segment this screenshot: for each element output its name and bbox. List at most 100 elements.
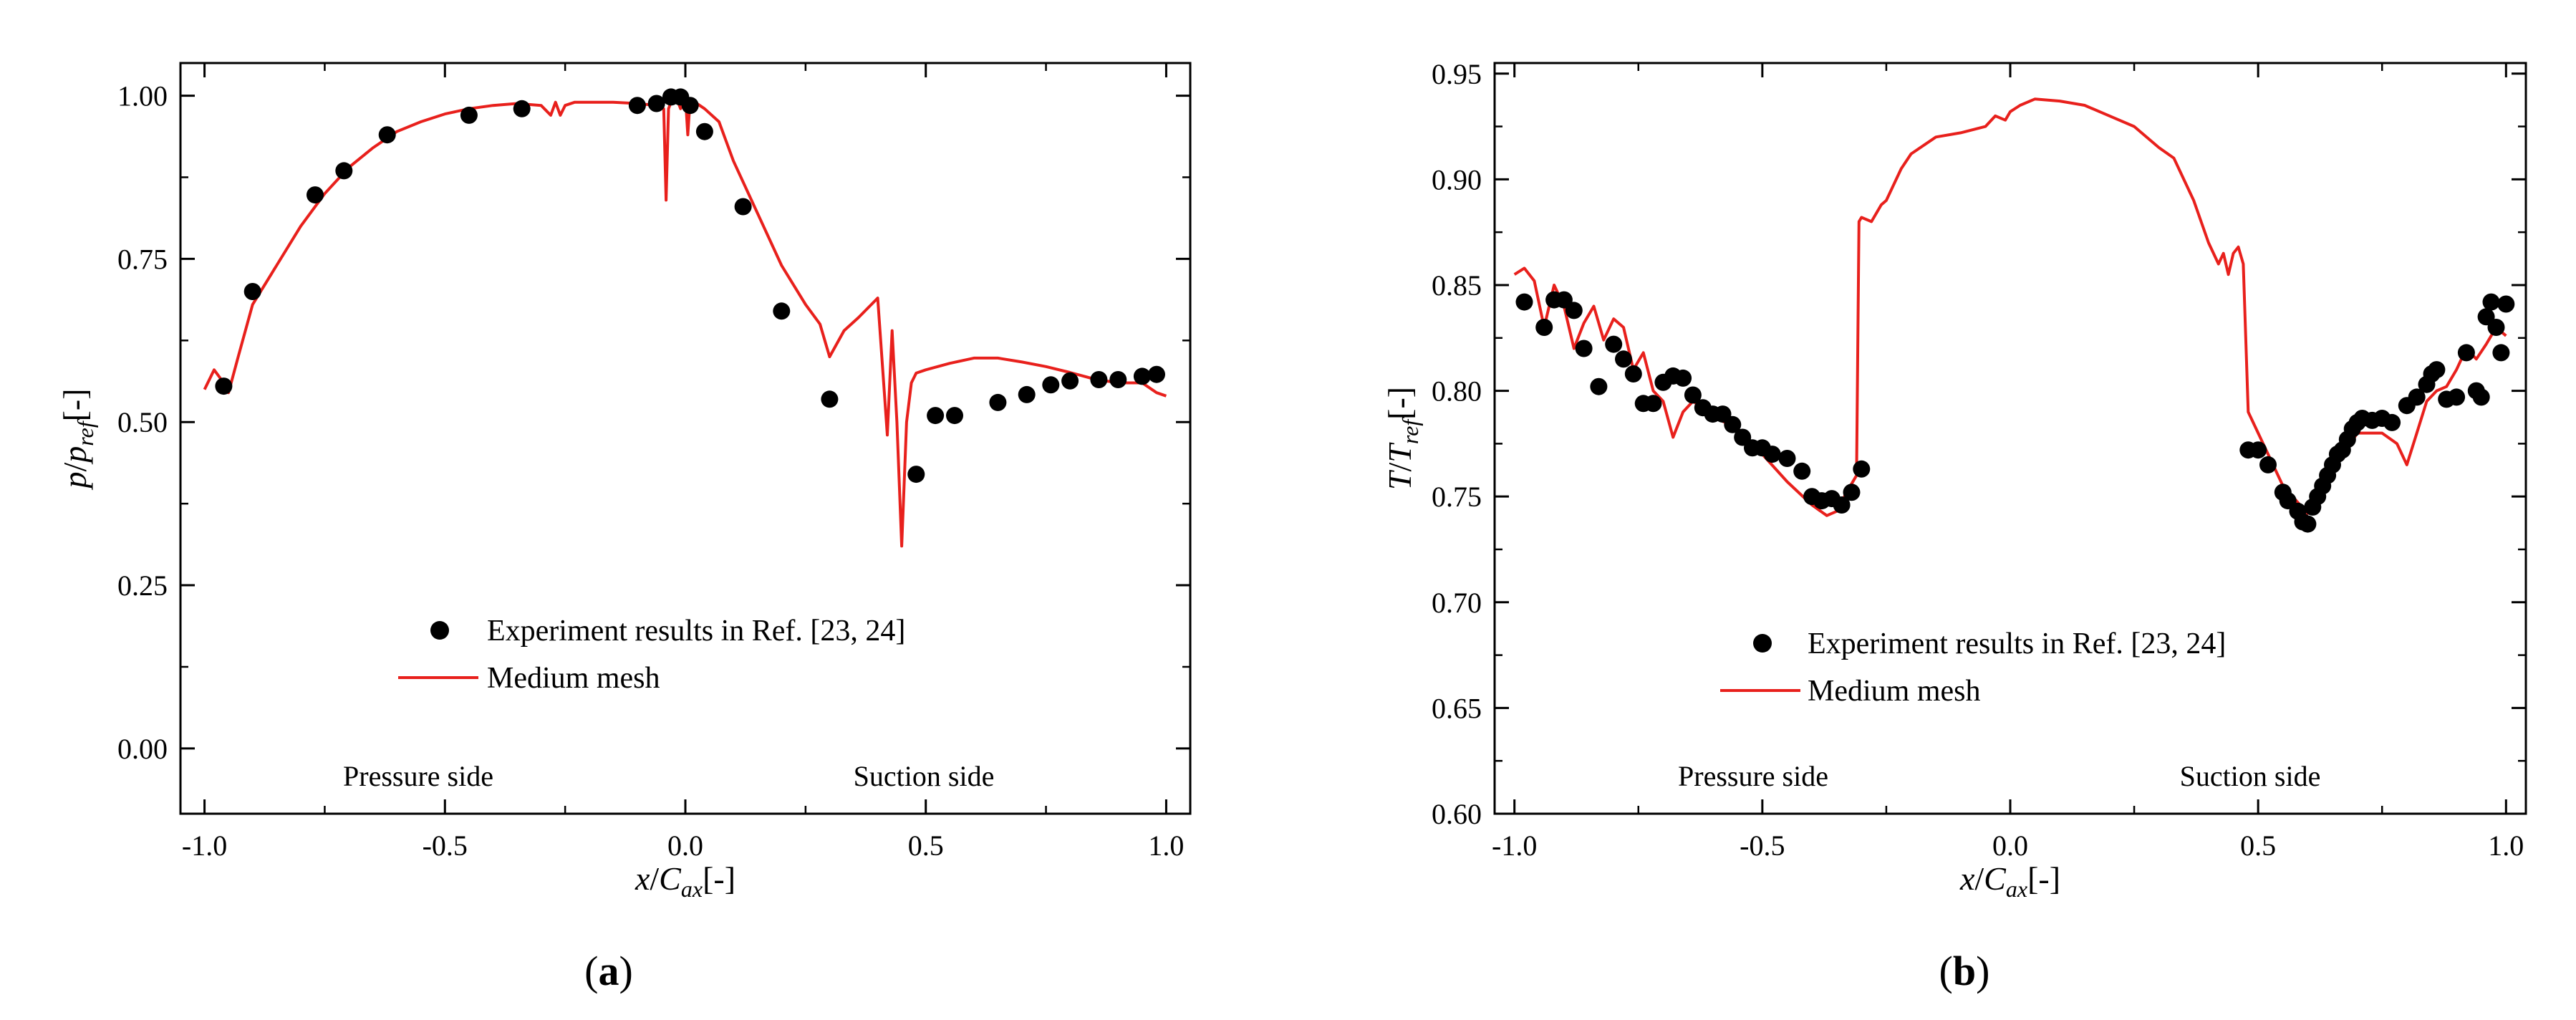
y-tick-label-b: 0.95	[1432, 58, 1482, 90]
experiment-point-b	[1674, 369, 1692, 387]
experiment-point-b	[1615, 350, 1632, 368]
experiment-point-b	[1684, 386, 1702, 404]
experiment-point-a	[927, 407, 945, 425]
experiment-point-b	[1833, 496, 1851, 514]
experiment-point-a	[1133, 367, 1151, 385]
experiment-point-a	[378, 126, 396, 144]
experiment-point-a	[1061, 372, 1079, 390]
experiment-point-a	[1109, 371, 1127, 388]
annotation-suction-side-b: Suction side	[2180, 760, 2321, 792]
x-tick-label-b: 1.0	[2488, 829, 2524, 862]
annotation-pressure-side-a: Pressure side	[343, 760, 493, 792]
experiment-point-b	[1535, 319, 1553, 336]
x-tick-label-a: -1.0	[182, 829, 227, 862]
experiment-point-b	[2448, 388, 2466, 406]
legend-label-medium-mesh-b: Medium mesh	[1808, 675, 1980, 708]
medium-mesh-line-a	[203, 94, 1167, 548]
experiment-point-a	[647, 95, 665, 112]
y-tick-label-b: 0.65	[1432, 692, 1482, 724]
experiment-point-a	[695, 122, 713, 140]
x-tick-label-b: -1.0	[1492, 829, 1537, 862]
y-tick-label-a: 1.00	[117, 80, 168, 112]
annotation-pressure-side-b: Pressure side	[1678, 760, 1828, 792]
experiment-point-a	[734, 198, 752, 216]
y-tick-label-a: 0.25	[117, 569, 168, 602]
panel-label-b: (b)	[1939, 948, 1990, 994]
experiment-point-a	[628, 97, 646, 115]
experiment-point-b	[1605, 335, 1623, 353]
experiment-point-a	[821, 390, 839, 408]
y-tick-label-b: 0.90	[1432, 163, 1482, 196]
x-tick-label-a: 1.0	[1148, 829, 1184, 862]
plot-frame-a	[179, 62, 1192, 815]
legend-b: Experiment results in Ref. [23, 24] Medi…	[1720, 627, 2226, 708]
y-tick-label-b: 0.70	[1432, 587, 1482, 619]
experiment-point-b	[2428, 361, 2446, 379]
experiment-point-b	[2482, 293, 2500, 311]
x-axis-label-b: x/Cax[-]	[1959, 860, 2060, 902]
panel-label-a: (a)	[584, 948, 633, 994]
experiment-point-a	[335, 162, 353, 180]
experiment-point-b	[2249, 441, 2267, 459]
experiment-point-b	[2487, 319, 2505, 336]
experiment-point-b	[1793, 462, 1811, 480]
experiment-point-a	[460, 106, 478, 124]
experiment-point-b	[2383, 413, 2401, 431]
y-tick-label-a: 0.50	[117, 406, 168, 438]
x-tick-label-b: 0.5	[2240, 829, 2276, 862]
chart-a: -1.0 -0.5 0.0 0.5 1.0 0.00 0.25 0.50 0.75 1.00 Pr…	[57, 62, 1192, 994]
experiment-point-b	[1565, 302, 1583, 319]
legend-marker-experiment-b	[1753, 634, 1772, 653]
experiment-point-b	[2497, 295, 2515, 313]
y-tick-label-b: 0.75	[1432, 481, 1482, 513]
series-line-a	[203, 94, 1167, 548]
experiment-point-a	[1042, 376, 1060, 394]
medium-mesh-line-b	[1513, 97, 2507, 517]
experiment-point-a	[1148, 365, 1165, 383]
experiment-point-b	[1763, 446, 1781, 463]
x-tick-label-b: -0.5	[1740, 829, 1785, 862]
x-tick-label-a: 0.0	[667, 829, 703, 862]
experiment-point-a	[907, 466, 925, 483]
experiment-point-b	[1778, 450, 1796, 467]
legend-a: Experiment results in Ref. [23, 24] Medi…	[398, 615, 905, 695]
experiment-point-b	[1843, 483, 1861, 501]
ticks-a: -1.0 -0.5 0.0 0.5 1.0 0.00 0.25 0.50 0.75 1.00	[117, 63, 1190, 862]
experiment-point-b	[1515, 293, 1533, 311]
y-tick-label-b: 0.85	[1432, 269, 1482, 302]
experiment-point-a	[307, 186, 324, 204]
y-tick-label-b: 0.60	[1432, 798, 1482, 830]
experiment-point-b	[2492, 344, 2510, 362]
chart-b: -1.0 -0.5 0.0 0.5 1.0 0.60 0.65 0.70 0.75 0.80 0.8…	[1381, 58, 2527, 994]
experiment-point-a	[215, 377, 233, 395]
experiment-point-b	[2457, 344, 2475, 362]
experiment-point-a	[243, 283, 261, 300]
y-tick-label-a: 0.75	[117, 243, 168, 275]
legend-label-medium-mesh-a: Medium mesh	[487, 662, 660, 695]
y-tick-label-a: 0.00	[117, 733, 168, 765]
experiment-point-a	[513, 100, 531, 117]
experiment-point-b	[1644, 395, 1662, 413]
plot-frame-b	[1493, 62, 2527, 815]
y-axis-label-b: T/Tref[-]	[1381, 387, 1423, 490]
experiment-point-b	[2408, 388, 2426, 406]
experiment-point-b	[2472, 388, 2490, 406]
x-tick-label-a: 0.5	[908, 829, 944, 862]
legend-label-experiment-a: Experiment results in Ref. [23, 24]	[487, 615, 905, 648]
experiment-point-a	[1090, 371, 1108, 388]
legend-label-experiment-b: Experiment results in Ref. [23, 24]	[1808, 627, 2226, 660]
experiment-point-b	[1624, 365, 1642, 382]
experiment-point-a	[989, 393, 1007, 411]
x-axis-label-a: x/Cax[-]	[635, 860, 735, 902]
experiment-point-b	[1724, 415, 1742, 433]
ticks-b: -1.0 -0.5 0.0 0.5 1.0 0.60 0.65 0.70 0.75 0.80 0.8…	[1432, 58, 2526, 862]
series-points-b	[1515, 291, 2515, 533]
experiment-point-b	[2299, 515, 2317, 533]
experiment-point-b	[1590, 377, 1608, 395]
experiment-point-b	[1853, 460, 1871, 478]
annotation-suction-side-a: Suction side	[854, 760, 995, 792]
x-tick-label-b: 0.0	[1992, 829, 2028, 862]
y-axis-label-a: p/pref[-]	[57, 388, 98, 490]
series-points-a	[215, 88, 1165, 483]
